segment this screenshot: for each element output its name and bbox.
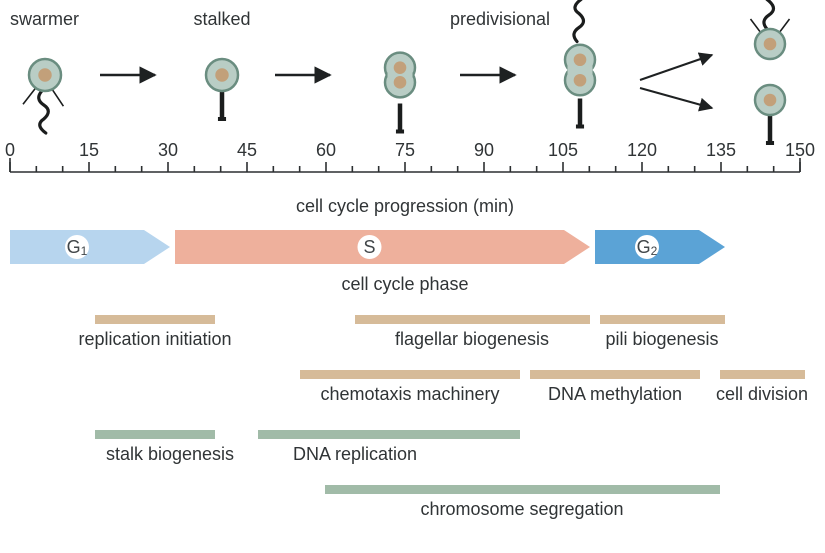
cell — [23, 59, 63, 133]
cell — [751, 0, 790, 59]
axis-tick-label: 90 — [474, 140, 494, 160]
pili-icon — [51, 88, 63, 106]
axis-tick-label: 150 — [785, 140, 815, 160]
process-label: chromosome segregation — [420, 499, 623, 519]
axis-tick-label: 45 — [237, 140, 257, 160]
flagellum-icon — [764, 0, 774, 29]
process-bar — [258, 430, 520, 439]
axis-tick-label: 30 — [158, 140, 178, 160]
nucleoid-icon — [764, 94, 777, 107]
process-label: flagellar biogenesis — [395, 329, 549, 349]
phase-caption: cell cycle phase — [341, 274, 468, 294]
axis-tick-label: 15 — [79, 140, 99, 160]
cell — [206, 59, 238, 121]
axis-tick-label: 135 — [706, 140, 736, 160]
nucleoid-icon — [764, 38, 777, 51]
process-bar — [355, 315, 590, 324]
process-bar — [720, 370, 805, 379]
process-label: stalk biogenesis — [106, 444, 234, 464]
phase-label-s: S — [363, 237, 375, 257]
label-stalked: stalked — [193, 9, 250, 29]
axis-tick-label: 105 — [548, 140, 578, 160]
nucleoid-icon — [394, 61, 407, 74]
nucleoid-icon — [215, 68, 228, 81]
phase-arrow-g2 — [595, 230, 725, 264]
phase-arrow-g1 — [10, 230, 170, 264]
label-predivisional: predivisional — [450, 9, 550, 29]
process-bar — [325, 485, 720, 494]
nucleoid-icon — [38, 68, 51, 81]
process-label: cell division — [716, 384, 808, 404]
process-label: DNA methylation — [548, 384, 682, 404]
nucleoid-icon — [574, 74, 587, 87]
cell — [755, 85, 785, 145]
axis-tick-label: 120 — [627, 140, 657, 160]
process-bar — [300, 370, 520, 379]
nucleoid-icon — [394, 76, 407, 89]
axis-tick-label: 75 — [395, 140, 415, 160]
process-label: replication initiation — [78, 329, 231, 349]
process-label: chemotaxis machinery — [320, 384, 499, 404]
flagellum-icon — [574, 0, 584, 42]
cell — [385, 53, 415, 134]
process-bar — [600, 315, 725, 324]
phase-arrow-s — [175, 230, 590, 264]
axis-title: cell cycle progression (min) — [296, 196, 514, 216]
nucleoid-icon — [574, 53, 587, 66]
cell — [565, 0, 595, 129]
flagellum-icon — [39, 91, 49, 133]
split-arrow — [640, 55, 712, 80]
axis-tick-label: 0 — [5, 140, 15, 160]
process-bar — [95, 430, 215, 439]
axis-tick-label: 60 — [316, 140, 336, 160]
process-label: pili biogenesis — [605, 329, 718, 349]
split-arrow — [640, 88, 712, 108]
label-swarmer: swarmer — [10, 9, 79, 29]
process-label: DNA replication — [293, 444, 417, 464]
process-bar — [530, 370, 700, 379]
process-bar — [95, 315, 215, 324]
